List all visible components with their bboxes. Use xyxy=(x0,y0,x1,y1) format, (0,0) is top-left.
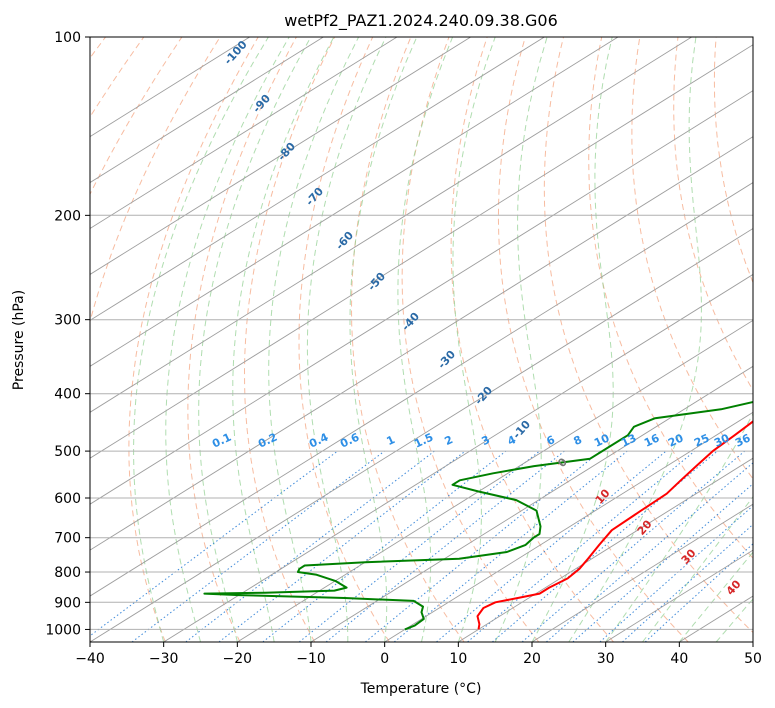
moist-adiabat xyxy=(452,37,496,642)
x-tick-label: 50 xyxy=(744,651,762,667)
dry-adiabat xyxy=(588,37,753,559)
x-tick-label: −10 xyxy=(296,651,326,667)
isotherm-line xyxy=(90,37,324,184)
mixing-ratio-line xyxy=(298,450,540,642)
moist-adiabat xyxy=(165,37,290,642)
chart-title: wetPf2_PAZ1.2024.240.09.38.G06 xyxy=(284,11,558,31)
isotherm-line xyxy=(90,37,692,413)
mixing-ratio-line xyxy=(90,450,338,637)
dewpoint-profile xyxy=(203,400,753,631)
mixing-ratio-label: 36 xyxy=(733,431,753,449)
dry-adiabat xyxy=(298,37,390,642)
mixing-ratio-label: 25 xyxy=(692,431,711,449)
isotherm-line xyxy=(90,37,471,275)
dry-adiabat xyxy=(673,37,753,392)
dry-adiabat xyxy=(187,37,297,642)
isotherm-line xyxy=(384,411,753,642)
isotherm-line xyxy=(90,227,753,642)
profile-lines xyxy=(203,400,753,631)
dry-adiabat xyxy=(450,37,614,642)
plot-frame xyxy=(89,36,754,643)
mixing-ratio-line xyxy=(262,450,507,642)
x-tick-label: 30 xyxy=(597,651,615,667)
moist-adiabat xyxy=(198,37,312,642)
isotherm-line xyxy=(90,182,753,597)
x-tick-label: 40 xyxy=(670,651,688,667)
dry-adiabat xyxy=(128,37,259,642)
dry-adiabat xyxy=(350,37,465,642)
x-tick-label: 0 xyxy=(380,651,389,667)
dry-adiabat xyxy=(243,37,336,642)
y-tick-label: 900 xyxy=(54,595,81,611)
x-tick-label: −30 xyxy=(149,651,179,667)
mixing-ratio-line xyxy=(436,450,667,642)
moist-adiabat xyxy=(232,37,335,642)
y-tick-label: 400 xyxy=(54,387,81,403)
dry-adiabat xyxy=(543,37,753,634)
moist-adiabat xyxy=(306,37,387,642)
isotherm-line xyxy=(90,136,753,551)
mixing-ratio-label: 30 xyxy=(712,431,732,449)
x-tick-label: 20 xyxy=(523,651,541,667)
isotherm-line xyxy=(310,365,753,642)
mixing-ratio-line xyxy=(131,450,385,642)
moist-adiabat xyxy=(133,37,269,642)
mixing-ratio-label: 16 xyxy=(642,431,662,449)
mixing-ratio-line xyxy=(467,450,695,642)
x-axis: −40 −30 −20 −10 0 10 20 30 40 50 xyxy=(75,642,762,667)
mixing-ratio-line xyxy=(364,450,601,642)
isotherm-line xyxy=(237,319,753,642)
temperature-profile xyxy=(476,420,753,630)
grid-lines xyxy=(90,37,753,642)
x-tick-label: −40 xyxy=(75,651,105,667)
x-axis-label: Temperature (°C) xyxy=(360,681,482,697)
moist-adiabat xyxy=(568,37,702,642)
mixing-ratio-line xyxy=(325,450,565,642)
y-axis: 100 200 300 400 500 600 700 800 900 1000 xyxy=(45,30,90,638)
isotherm-line xyxy=(90,37,398,230)
y-tick-label: 100 xyxy=(54,30,81,46)
isotherm-line xyxy=(163,273,753,642)
isotherm-line xyxy=(90,37,545,321)
mixing-ratio-label: 13 xyxy=(619,431,638,449)
moist-adiabat xyxy=(678,551,753,642)
moist-adiabat xyxy=(642,495,753,642)
isotherm-line xyxy=(458,457,753,642)
x-tick-label: 10 xyxy=(449,651,467,667)
isotherm-line xyxy=(90,44,753,459)
y-tick-label: 300 xyxy=(54,313,81,329)
y-tick-label: 1000 xyxy=(45,622,81,638)
mixing-ratio-line xyxy=(572,483,753,642)
y-tick-label: 700 xyxy=(54,531,81,547)
isotherm-line xyxy=(90,37,619,367)
mixing-ratio-line xyxy=(185,450,435,642)
y-axis-label: Pressure (hPa) xyxy=(11,290,27,390)
moist-adiabat xyxy=(715,598,753,642)
y-tick-label: 500 xyxy=(54,444,81,460)
moist-adiabat xyxy=(605,412,753,642)
mixing-ratio-label: 20 xyxy=(666,431,686,449)
mixing-ratio-line xyxy=(491,450,718,642)
y-tick-label: 600 xyxy=(54,491,81,507)
dry-adiabat xyxy=(497,37,689,642)
x-tick-label: −20 xyxy=(223,651,253,667)
mixing-ratio-line xyxy=(521,450,746,642)
isotherm-line xyxy=(90,90,753,505)
moist-adiabat xyxy=(397,37,454,642)
y-tick-label: 200 xyxy=(54,208,81,224)
y-tick-label: 800 xyxy=(54,565,81,581)
mixing-ratio-label: 10 xyxy=(592,431,612,449)
isotherm-line xyxy=(531,503,753,642)
dry-adiabat xyxy=(401,37,540,642)
